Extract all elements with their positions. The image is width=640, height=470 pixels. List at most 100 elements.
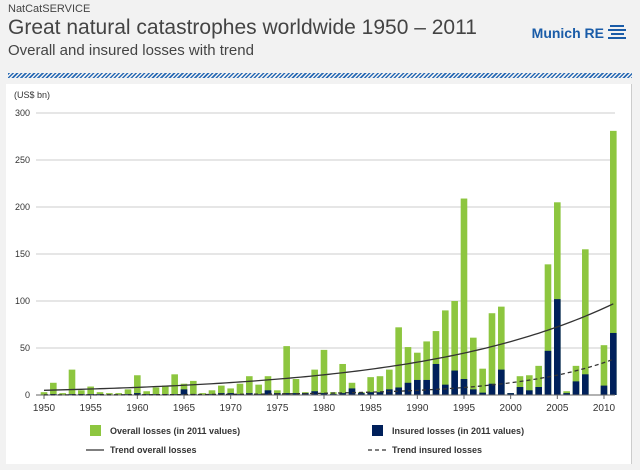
bar-insured-1992 bbox=[432, 363, 440, 395]
legend-label-trend-insured: Trend insured losses bbox=[392, 445, 482, 455]
bar-overall-1958 bbox=[115, 393, 122, 395]
bar-insured-1980 bbox=[320, 393, 328, 395]
bar-overall-1973 bbox=[255, 384, 262, 395]
bar-overall-1955 bbox=[87, 386, 94, 395]
bar-overall-1959 bbox=[124, 389, 132, 395]
bar-insured-1997 bbox=[479, 392, 486, 395]
bar-insured-1990 bbox=[414, 379, 421, 395]
bar-overall-1970 bbox=[227, 388, 234, 395]
bar-insured-1970 bbox=[227, 393, 234, 395]
bar-overall-2003 bbox=[535, 365, 542, 395]
bar-overall-1985 bbox=[367, 377, 374, 395]
x-tick-label: 1960 bbox=[126, 403, 149, 414]
bar-overall-1982 bbox=[339, 363, 346, 395]
bar-insured-1994 bbox=[451, 370, 458, 395]
y-tick-label: 200 bbox=[15, 202, 30, 212]
page-subtitle: Overall and insured losses with trend bbox=[8, 42, 254, 59]
x-tick-label: 1990 bbox=[406, 403, 429, 414]
bar-overall-1988 bbox=[395, 327, 402, 395]
chart-panel bbox=[6, 84, 632, 464]
bar-overall-1974 bbox=[264, 376, 272, 395]
bar-insured-2011 bbox=[610, 332, 617, 395]
page-title: Great natural catastrophes worldwide 195… bbox=[8, 16, 477, 39]
bar-overall-1957 bbox=[106, 393, 113, 395]
y-tick-label: 150 bbox=[15, 249, 30, 259]
x-tick-label: 2000 bbox=[500, 403, 523, 414]
y-tick-label: 100 bbox=[15, 296, 30, 306]
bar-overall-1980 bbox=[320, 349, 328, 395]
legend-swatch-overall bbox=[90, 425, 101, 436]
bar-insured-1960 bbox=[134, 393, 141, 395]
bar-overall-1977 bbox=[292, 379, 300, 395]
bar-overall-1960 bbox=[134, 375, 141, 395]
bar-overall-1952 bbox=[59, 393, 66, 395]
bar-insured-2002 bbox=[526, 390, 533, 395]
bar-overall-1986 bbox=[376, 376, 384, 395]
y-tick-label: 0 bbox=[25, 390, 30, 400]
legend-swatch-insured bbox=[372, 425, 383, 436]
bar-overall-2001 bbox=[516, 376, 524, 395]
bar-overall-1975 bbox=[274, 390, 281, 395]
bar-overall-1962 bbox=[152, 387, 160, 395]
bar-insured-1984 bbox=[358, 393, 365, 395]
y-tick-label: 50 bbox=[20, 343, 30, 353]
bar-insured-1985 bbox=[367, 392, 374, 395]
x-tick-label: 2010 bbox=[593, 403, 616, 414]
bar-insured-1991 bbox=[423, 379, 430, 395]
bar-overall-2011 bbox=[610, 130, 617, 396]
bar-overall-1996 bbox=[470, 337, 477, 395]
bar-overall-1993 bbox=[442, 310, 449, 395]
bar-overall-2010 bbox=[600, 345, 608, 395]
bar-insured-2001 bbox=[516, 387, 524, 395]
legend-label-overall: Overall losses (in 2011 values) bbox=[110, 426, 240, 436]
bar-insured-2006 bbox=[563, 393, 570, 395]
bar-overall-1950 bbox=[40, 392, 48, 395]
bar-overall-1999 bbox=[498, 306, 505, 395]
bar-overall-1967 bbox=[199, 393, 206, 395]
bar-overall-1995 bbox=[460, 198, 468, 395]
bar-overall-2008 bbox=[582, 249, 589, 395]
bar-overall-1976 bbox=[283, 346, 290, 395]
bar-insured-1993 bbox=[442, 384, 449, 395]
x-tick-label: 1985 bbox=[360, 403, 383, 414]
bar-overall-1963 bbox=[162, 385, 169, 395]
bar-overall-1994 bbox=[451, 301, 458, 395]
munich-re-logo: Munich RE bbox=[532, 24, 626, 42]
bar-overall-1998 bbox=[488, 313, 496, 395]
source-label: NatCatSERVICE bbox=[8, 3, 91, 15]
bar-overall-1972 bbox=[246, 376, 253, 395]
x-tick-label: 1950 bbox=[33, 403, 56, 414]
bar-overall-1956 bbox=[96, 392, 104, 395]
bar-overall-2002 bbox=[526, 375, 533, 395]
x-tick-label: 1975 bbox=[266, 403, 289, 414]
bar-overall-1953 bbox=[68, 369, 76, 395]
bar-overall-1966 bbox=[190, 380, 197, 395]
bar-overall-1954 bbox=[78, 390, 85, 395]
bar-insured-2010 bbox=[600, 385, 608, 395]
bar-insured-1979 bbox=[311, 391, 318, 395]
header-divider bbox=[8, 73, 632, 78]
bar-overall-1964 bbox=[171, 374, 178, 395]
bar-overall-1989 bbox=[404, 347, 412, 395]
bar-overall-1997 bbox=[479, 368, 486, 395]
bar-insured-2004 bbox=[544, 350, 552, 395]
bar-insured-1983 bbox=[348, 388, 356, 395]
x-tick-label: 1980 bbox=[313, 403, 336, 414]
x-tick-label: 1970 bbox=[220, 403, 243, 414]
y-axis-label: (US$ bn) bbox=[14, 90, 50, 100]
x-tick-label: 1995 bbox=[453, 403, 476, 414]
bar-insured-1982 bbox=[339, 393, 346, 395]
bar-overall-1991 bbox=[423, 341, 430, 395]
bar-insured-2005 bbox=[554, 299, 561, 395]
bar-overall-1987 bbox=[386, 369, 393, 395]
legend-label-trend-overall: Trend overall losses bbox=[110, 445, 197, 455]
bar-overall-2005 bbox=[554, 202, 561, 395]
bar-insured-1988 bbox=[395, 387, 402, 395]
bar-insured-1999 bbox=[498, 369, 505, 395]
trend-insured-line bbox=[43, 358, 614, 396]
x-tick-label: 1965 bbox=[173, 403, 196, 414]
bar-overall-1992 bbox=[432, 331, 440, 395]
trend-overall-line bbox=[43, 303, 614, 391]
bar-insured-1989 bbox=[404, 382, 412, 395]
